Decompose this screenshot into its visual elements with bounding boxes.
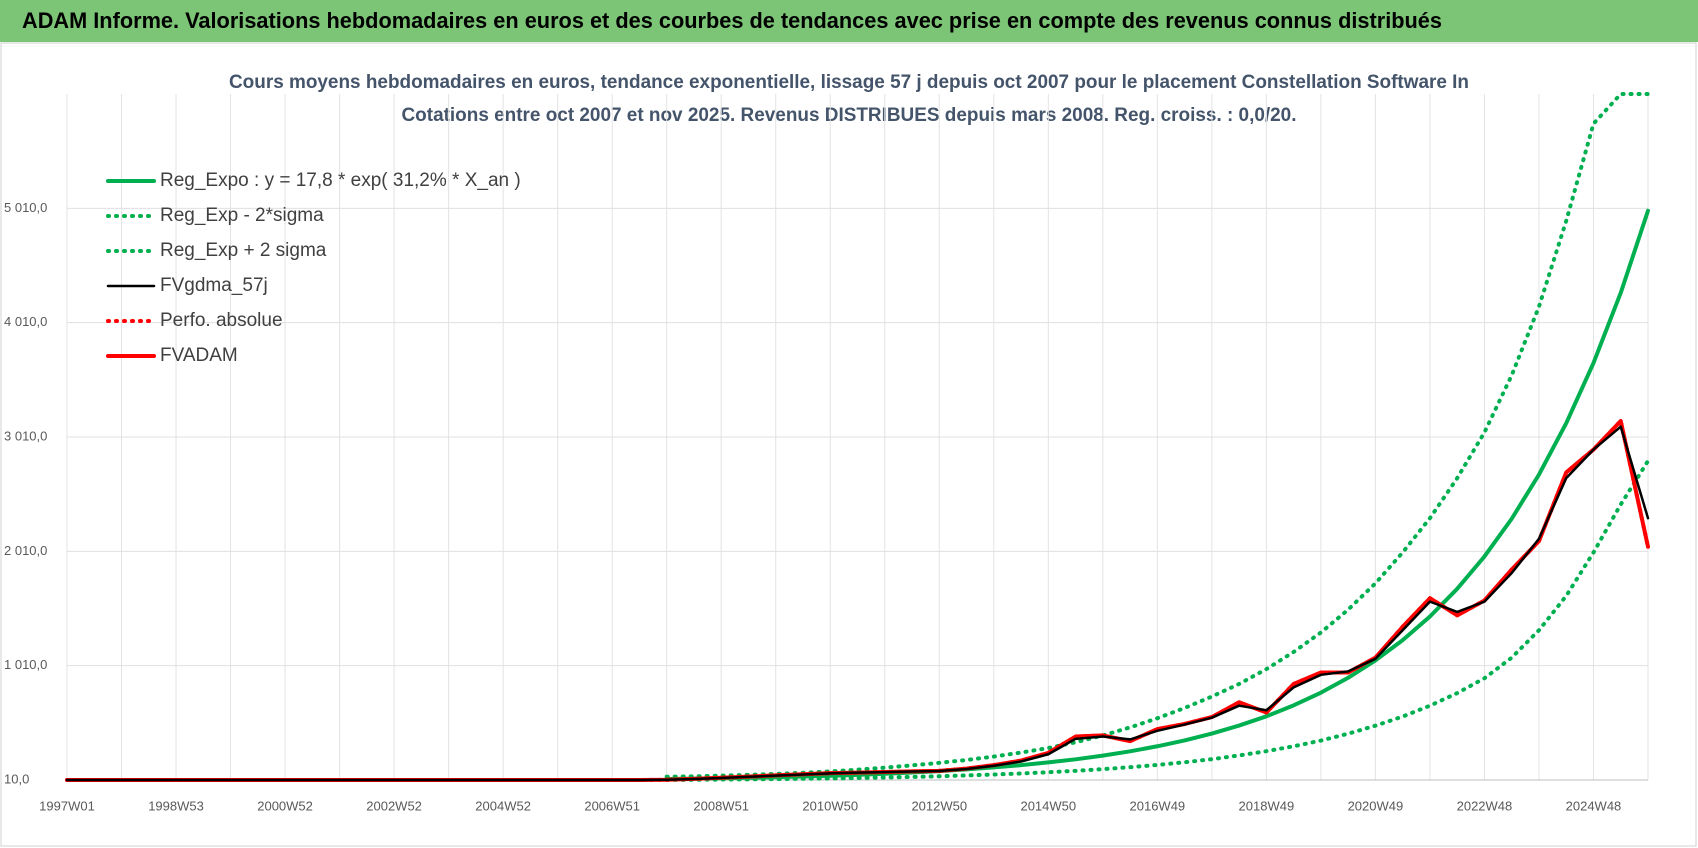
- y-tick-label: 5 010,0: [4, 200, 47, 215]
- y-tick-label: 4 010,0: [4, 314, 47, 329]
- y-tick-label: 1 010,0: [4, 657, 47, 672]
- x-tick-label: 2016W49: [1130, 798, 1186, 813]
- x-tick-label: 2002W52: [366, 798, 422, 813]
- chart-subtitle: Cotations entre oct 2007 et nov 2025. Re…: [402, 105, 1297, 126]
- x-tick-label: 1997W01: [39, 798, 95, 813]
- chart-title: Cours moyens hebdomadaires en euros, ten…: [229, 72, 1469, 93]
- x-tick-label: 2008W51: [693, 798, 749, 813]
- series-line: [65, 418, 1650, 782]
- x-tick-label: 2018W49: [1239, 798, 1295, 813]
- series-line: [664, 92, 1650, 779]
- y-tick-label: 3 010,0: [4, 428, 47, 443]
- legend-label: FVgdma_57j: [160, 275, 268, 296]
- series-line: [65, 425, 1650, 782]
- legend-label: Reg_Expo : y = 17,8 * exp( 31,2% * X_an …: [160, 170, 521, 191]
- x-tick-label: 2024W48: [1566, 798, 1622, 813]
- series-line: [65, 418, 1650, 782]
- header-title: ADAM Informe. Valorisations hebdomadaire…: [22, 8, 1442, 33]
- x-tick-label: 2020W49: [1348, 798, 1404, 813]
- y-tick-label: 2 010,0: [4, 543, 47, 558]
- x-tick-label: 2014W50: [1020, 798, 1076, 813]
- x-tick-label: 2004W52: [475, 798, 531, 813]
- x-tick-label: 2010W50: [802, 798, 858, 813]
- chart-border: [0, 42, 1697, 847]
- legend-label: Perfo. absolue: [160, 310, 283, 331]
- series-line: [664, 208, 1650, 782]
- series-line: [664, 459, 1650, 782]
- legend-label: FVADAM: [160, 345, 238, 366]
- legend-label: Reg_Exp - 2*sigma: [160, 205, 324, 226]
- header-bar: [0, 0, 1698, 42]
- x-tick-label: 2006W51: [584, 798, 640, 813]
- x-tick-label: 2022W48: [1457, 798, 1513, 813]
- y-tick-label: 10,0: [4, 771, 29, 786]
- x-tick-label: 2012W50: [911, 798, 967, 813]
- x-tick-label: 1998W53: [148, 798, 204, 813]
- x-tick-label: 2000W52: [257, 798, 313, 813]
- legend-label: Reg_Exp + 2 sigma: [160, 240, 327, 261]
